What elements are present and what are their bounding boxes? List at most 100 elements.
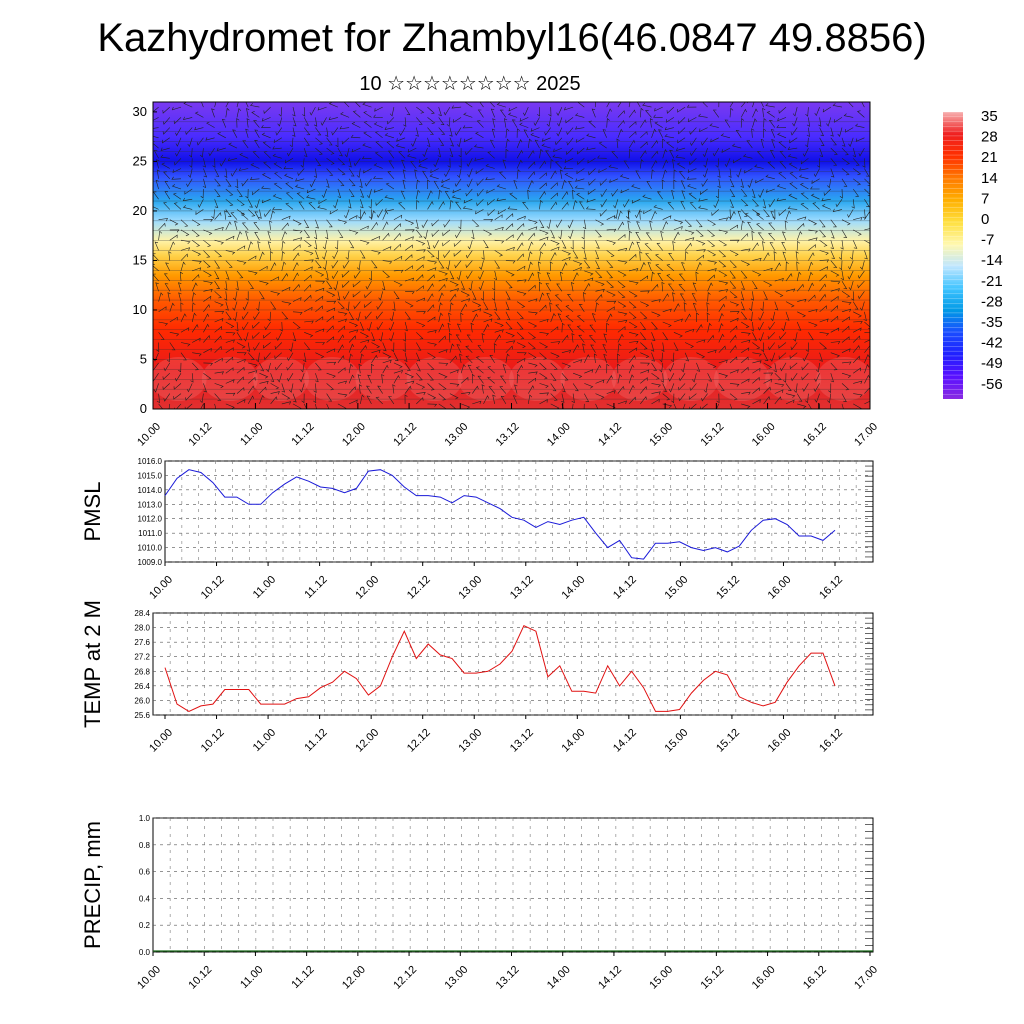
line-panel-3: 0.0 0.2 0.4 0.6 0.8 1.0 10.00 10.12 11.00 11.12 12… bbox=[80, 814, 880, 992]
y-tick-label: 26.0 bbox=[134, 696, 150, 705]
y-tick-label: 1011.0 bbox=[138, 529, 162, 538]
y-tick-label: 15 bbox=[133, 252, 147, 267]
y-tick-label: 1009.0 bbox=[138, 558, 163, 567]
y-tick-label: 1013.0 bbox=[138, 500, 163, 509]
x-tick-label: 10.00 bbox=[147, 727, 175, 755]
y-axis-title: PRECIP, mm bbox=[80, 821, 105, 949]
y-tick-label: 1016.0 bbox=[138, 457, 163, 466]
y-tick-label: 0 bbox=[140, 401, 147, 416]
y-tick-label: 5 bbox=[140, 351, 147, 366]
colorbar-label: -35 bbox=[981, 314, 1003, 331]
x-tick-label: 16.12 bbox=[801, 964, 829, 992]
line-panel-2: 25.6 26.0 26.4 26.8 27.2 27.6 28.0 28.4 10.00 10.… bbox=[80, 600, 874, 755]
x-tick-label: 11.12 bbox=[302, 574, 329, 601]
x-tick-label: 12.12 bbox=[391, 964, 419, 992]
colorbar-label: 35 bbox=[981, 108, 998, 125]
y-axis-title: PMSL bbox=[80, 482, 105, 542]
x-tick-label: 10.00 bbox=[135, 964, 163, 992]
x-tick-label: 11.00 bbox=[238, 421, 265, 448]
x-tick-label: 16.00 bbox=[750, 964, 778, 992]
x-tick-label: 13.12 bbox=[494, 421, 522, 449]
colorbar-label: 28 bbox=[981, 129, 998, 146]
x-tick-label: 12.12 bbox=[391, 421, 419, 449]
series-line bbox=[164, 625, 836, 712]
x-tick-label: 10.12 bbox=[199, 727, 227, 755]
y-tick-label: 0.4 bbox=[139, 894, 151, 903]
x-tick-label: 14.00 bbox=[559, 727, 587, 755]
y-tick-label: 0.2 bbox=[139, 921, 151, 930]
y-tick-label: 1010.0 bbox=[138, 544, 163, 553]
x-tick-label: 11.00 bbox=[238, 964, 265, 991]
x-tick-label: 13.12 bbox=[508, 574, 536, 602]
x-tick-label: 12.00 bbox=[340, 421, 368, 449]
x-tick-label: 11.00 bbox=[251, 727, 278, 754]
x-tick-label: 14.00 bbox=[545, 964, 573, 992]
x-tick-label: 15.12 bbox=[714, 574, 742, 602]
y-tick-label: 0.6 bbox=[139, 868, 151, 877]
x-tick-label: 12.12 bbox=[405, 574, 433, 602]
y-tick-label: 20 bbox=[133, 203, 147, 218]
y-tick-label: 27.6 bbox=[134, 638, 150, 647]
x-tick-label: 15.00 bbox=[647, 964, 675, 992]
x-tick-label: 17.00 bbox=[852, 421, 880, 449]
x-tick-label: 12.12 bbox=[405, 727, 433, 755]
y-axis-title: TEMP at 2 M bbox=[80, 600, 105, 728]
y-tick-label: 25 bbox=[133, 153, 147, 168]
colorbar-label: 7 bbox=[981, 190, 989, 207]
x-tick-label: 16.00 bbox=[766, 574, 794, 602]
y-tick-label: 10 bbox=[133, 302, 147, 317]
chart-title: Kazhydromet for Zhambyl16(46.0847 49.885… bbox=[97, 16, 927, 60]
colorbar-label: -42 bbox=[981, 335, 1003, 352]
series-line bbox=[164, 469, 836, 560]
y-tick-label: 1.0 bbox=[139, 814, 151, 823]
x-tick-label: 15.00 bbox=[647, 421, 675, 449]
x-tick-label: 15.12 bbox=[699, 421, 727, 449]
colorbar-label: -28 bbox=[981, 293, 1003, 310]
y-tick-label: 26.8 bbox=[134, 667, 150, 676]
colorbar-label: 21 bbox=[981, 149, 998, 166]
x-tick-label: 16.12 bbox=[817, 727, 845, 755]
x-tick-label: 13.12 bbox=[508, 727, 536, 755]
y-tick-label: 0.0 bbox=[139, 948, 151, 957]
x-tick-label: 15.00 bbox=[663, 574, 691, 602]
colorbar-label: -7 bbox=[981, 232, 994, 249]
colorbar-label: 14 bbox=[981, 170, 998, 187]
line-panels: 1009.0 1010.0 1011.0 1012.0 1013.0 1014.0 1015… bbox=[80, 457, 880, 992]
x-tick-label: 15.12 bbox=[714, 727, 742, 755]
x-tick-label: 12.00 bbox=[353, 574, 381, 602]
x-tick-label: 14.12 bbox=[611, 574, 639, 602]
y-tick-label: 25.6 bbox=[134, 711, 150, 720]
x-tick-label: 14.12 bbox=[611, 727, 639, 755]
colorbar-label: -14 bbox=[981, 252, 1003, 269]
line-panel-1: 1009.0 1010.0 1011.0 1012.0 1013.0 1014.0 1015… bbox=[80, 457, 874, 602]
x-tick-label: 11.00 bbox=[251, 574, 278, 601]
y-tick-label: 0.8 bbox=[139, 841, 151, 850]
chart-subtitle: 10 ☆☆☆☆☆☆☆☆ 2025 bbox=[359, 73, 581, 95]
x-tick-label: 12.00 bbox=[340, 964, 368, 992]
wind-barbs bbox=[153, 102, 870, 409]
heatmap-field bbox=[153, 102, 870, 409]
x-tick-label: 10.00 bbox=[135, 421, 163, 449]
y-tick-label: 26.4 bbox=[134, 682, 150, 691]
x-tick-label: 10.12 bbox=[186, 421, 214, 449]
x-tick-label: 11.12 bbox=[289, 964, 316, 991]
x-tick-label: 10.12 bbox=[199, 574, 227, 602]
x-tick-label: 13.12 bbox=[494, 964, 522, 992]
x-tick-label: 11.12 bbox=[302, 727, 329, 754]
x-tick-label: 16.00 bbox=[766, 727, 794, 755]
y-tick-label: 28.0 bbox=[134, 624, 150, 633]
colorbar-label: 0 bbox=[981, 211, 989, 228]
x-tick-label: 14.00 bbox=[559, 574, 587, 602]
colorbar: 35 28 21 14 7 0 -7 -14 -21 -28 -35 -42 -49 -56 bbox=[943, 108, 1003, 399]
x-tick-label: 10.00 bbox=[147, 574, 175, 602]
x-tick-label: 11.12 bbox=[289, 421, 316, 448]
y-tick-label: 1014.0 bbox=[138, 486, 163, 495]
x-tick-label: 13.00 bbox=[456, 574, 484, 602]
colorbar-label: -49 bbox=[981, 355, 1003, 372]
x-tick-label: 14.00 bbox=[545, 421, 573, 449]
y-tick-label: 1012.0 bbox=[138, 515, 163, 524]
x-tick-label: 13.00 bbox=[442, 964, 470, 992]
x-tick-label: 13.00 bbox=[456, 727, 484, 755]
x-tick-label: 13.00 bbox=[442, 421, 470, 449]
y-tick-label: 30 bbox=[133, 104, 147, 119]
